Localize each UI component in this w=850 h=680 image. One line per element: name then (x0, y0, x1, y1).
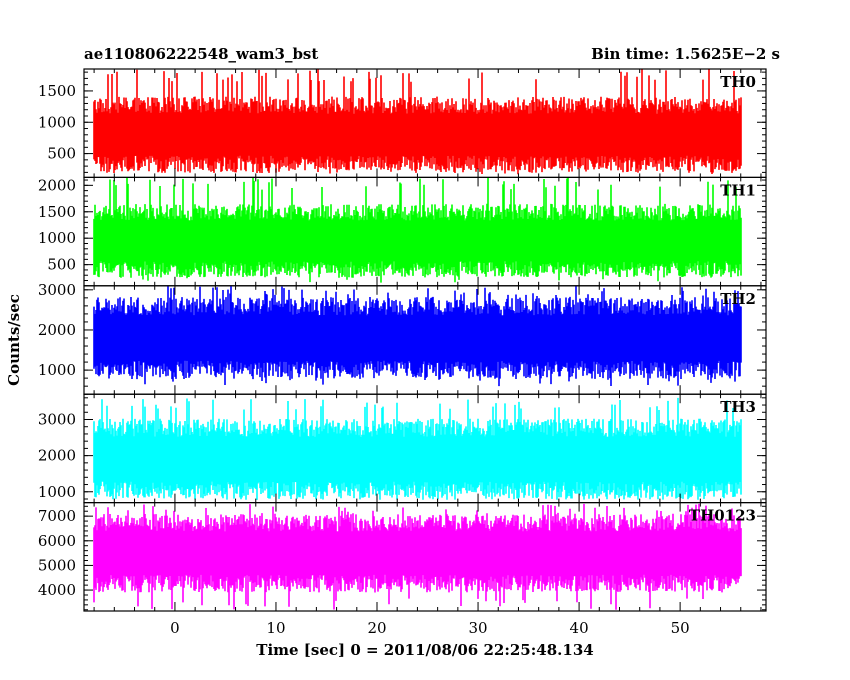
y-tick-label: 1500 (38, 82, 76, 100)
series-th0 (93, 69, 742, 175)
bin-time-label: Bin time: 1.5625E−2 s (591, 45, 780, 63)
x-axis-label: Time [sec] 0 = 2011/08/06 22:25:48.134 (256, 641, 593, 659)
y-tick-label: 2000 (38, 321, 76, 339)
panel-label-th0123: TH0123 (689, 507, 756, 525)
y-tick-label: 1000 (38, 361, 76, 379)
series-th3 (93, 397, 742, 500)
y-tick-label: 1500 (38, 203, 76, 221)
series-th0123 (93, 503, 742, 610)
y-tick-label: 1000 (38, 483, 76, 501)
x-tick-label: 10 (266, 619, 285, 637)
panel-label-th3: TH3 (720, 398, 756, 416)
y-tick-label: 500 (47, 256, 76, 274)
panel-label-th1: TH1 (720, 181, 756, 199)
panel-frame-th0123 (83, 502, 767, 612)
y-tick-label: 3000 (38, 281, 76, 299)
y-tick-label: 2000 (38, 447, 76, 465)
y-tick-label: 3000 (38, 410, 76, 428)
x-tick-label: 30 (468, 619, 487, 637)
x-tick-label: 0 (170, 619, 180, 637)
x-tick-label: 40 (570, 619, 589, 637)
x-tick-label: 50 (671, 619, 690, 637)
panel-label-th0: TH0 (720, 73, 756, 91)
y-tick-label: 500 (47, 145, 76, 163)
series-th1 (93, 177, 742, 283)
panel-label-th2: TH2 (720, 290, 756, 308)
y-tick-label: 5000 (38, 556, 76, 574)
y-tick-label: 6000 (38, 532, 76, 550)
y-tick-label: 7000 (38, 507, 76, 525)
y-tick-label: 1000 (38, 113, 76, 131)
y-tick-label: 2000 (38, 176, 76, 194)
y-tick-label: 1000 (38, 229, 76, 247)
y-axis-label: Counts/sec (5, 294, 23, 386)
x-tick-label: 20 (367, 619, 386, 637)
chart-title: ae110806222548_wam3_bst (84, 45, 319, 63)
y-tick-label: 4000 (38, 581, 76, 599)
series-th2 (93, 285, 742, 387)
